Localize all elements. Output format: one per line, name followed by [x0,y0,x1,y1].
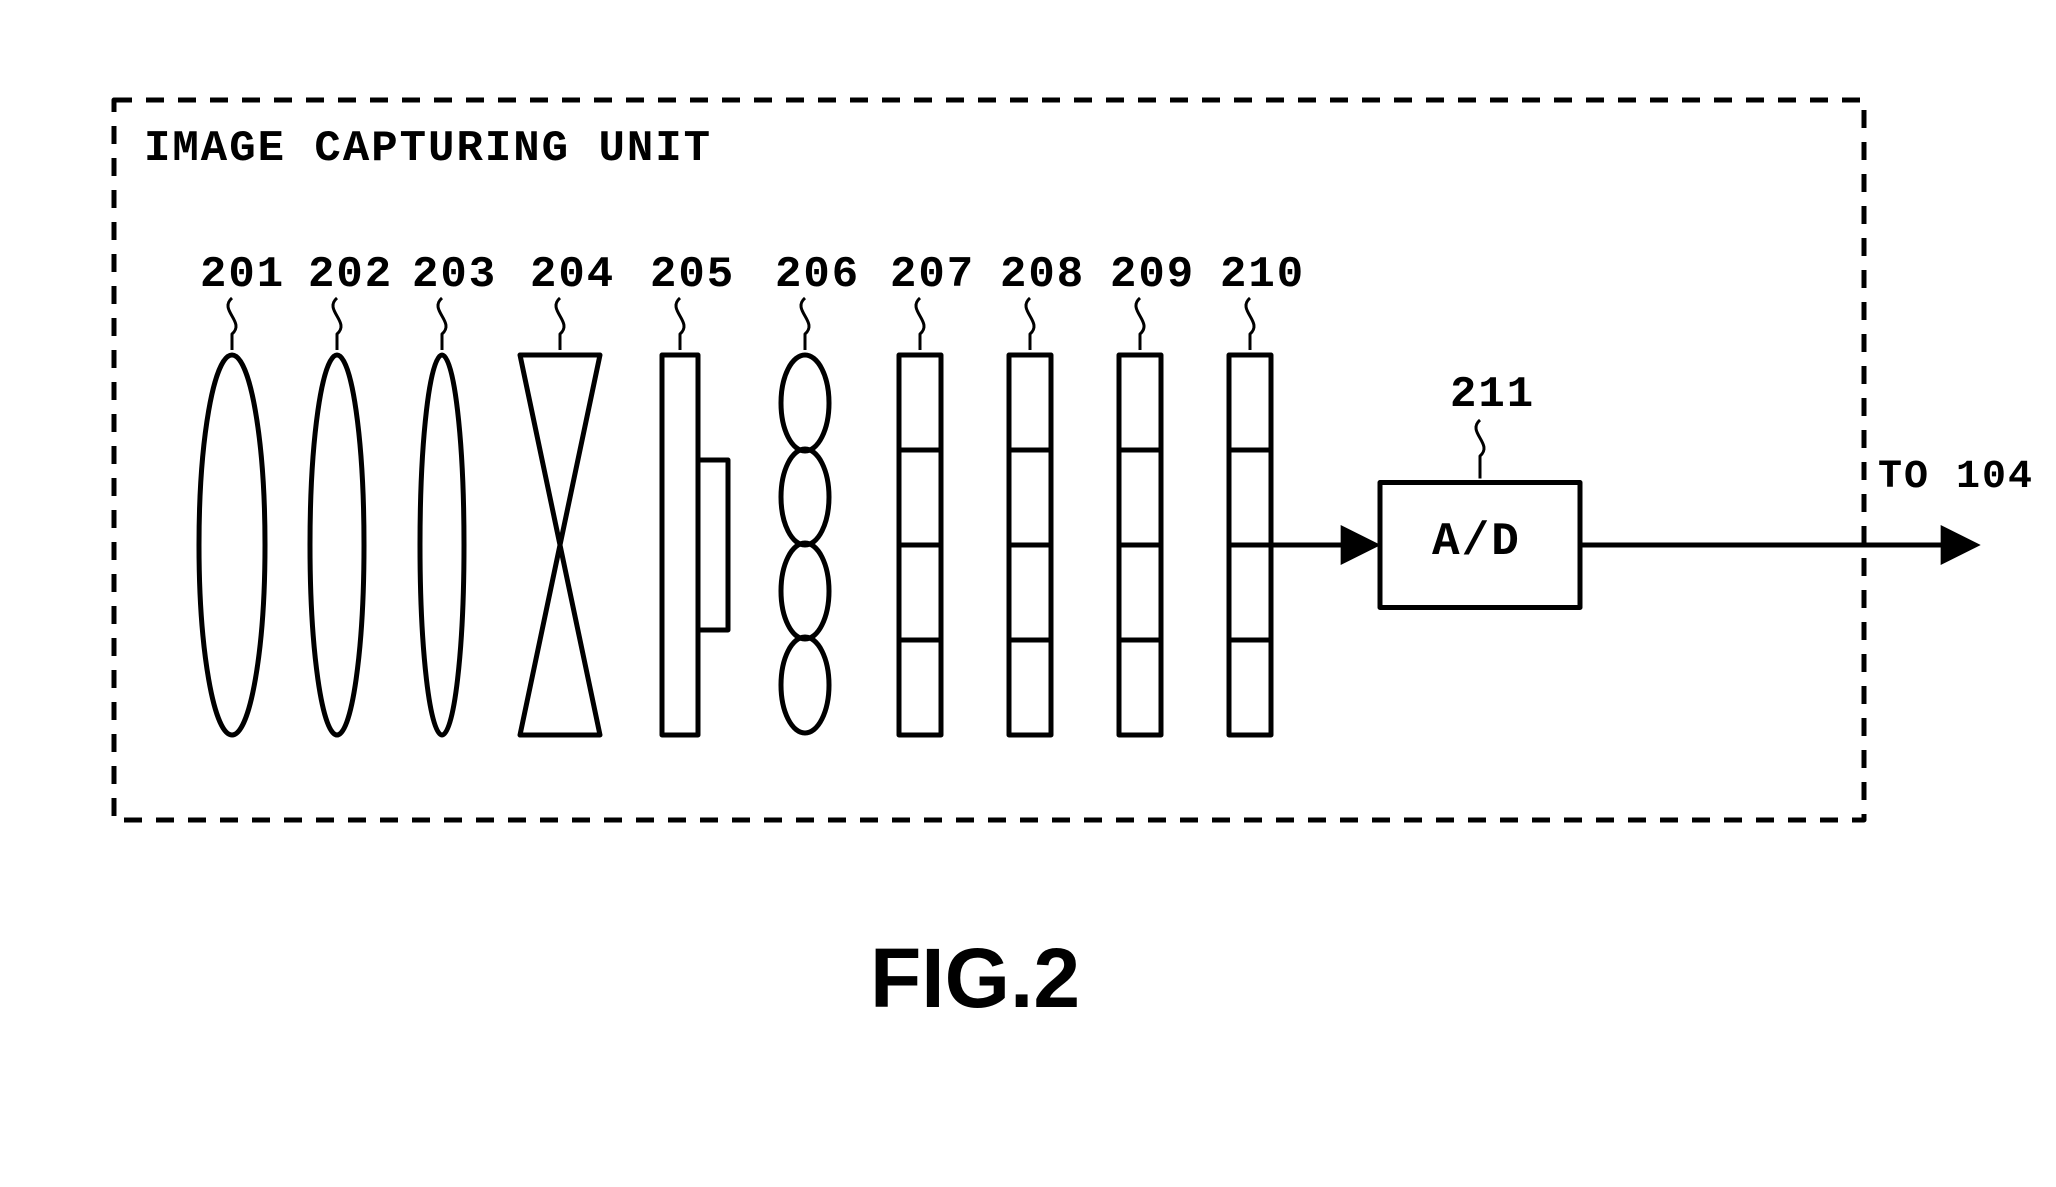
ref-205: 205 [650,250,735,300]
ref-206: 206 [775,250,860,300]
ad-block-label: A/D [1432,516,1521,568]
ref-202: 202 [308,250,393,300]
ref-203: 203 [412,250,497,300]
ref-204: 204 [530,250,615,300]
ref-211: 211 [1450,370,1535,420]
output-label: TO 104 [1878,455,2034,500]
box-title: IMAGE CAPTURING UNIT [144,124,712,174]
figure-caption: FIG.2 [870,930,1080,1027]
ref-210: 210 [1220,250,1305,300]
ref-208: 208 [1000,250,1085,300]
ref-201: 201 [200,250,285,300]
ref-209: 209 [1110,250,1195,300]
ref-207: 207 [890,250,975,300]
diagram-canvas: IMAGE CAPTURING UNIT 201 202 203 204 205 206 20… [0,0,2056,1187]
